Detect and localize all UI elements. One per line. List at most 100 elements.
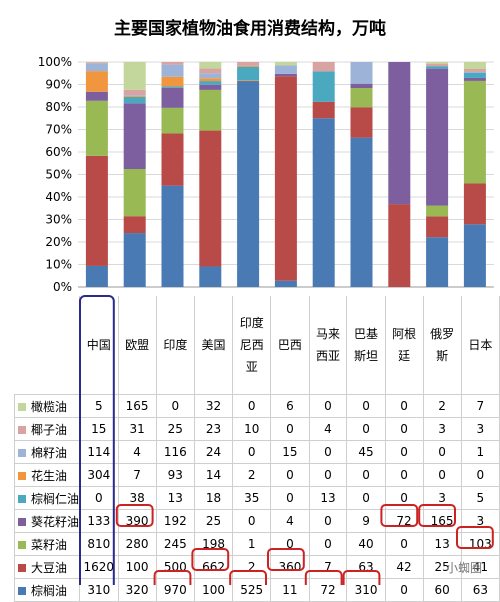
series-label: 棕榈油 xyxy=(15,579,80,602)
value-cell: 500 xyxy=(156,556,194,579)
bar-segment xyxy=(464,183,486,224)
value-cell: 0 xyxy=(271,533,309,556)
value-cell: 9 xyxy=(347,510,385,533)
bar-segment xyxy=(124,169,146,216)
legend-swatch xyxy=(18,541,26,549)
bar-segment xyxy=(464,224,486,287)
bar-segment xyxy=(124,233,146,287)
value-cell: 100 xyxy=(118,556,156,579)
value-cell: 525 xyxy=(233,579,271,602)
value-cell: 0 xyxy=(385,464,423,487)
bar-segment xyxy=(464,81,486,184)
value-cell: 1 xyxy=(233,533,271,556)
bar-segment xyxy=(351,88,373,107)
legend-swatch xyxy=(18,403,26,411)
value-cell: 2 xyxy=(233,556,271,579)
value-cell: 810 xyxy=(80,533,119,556)
table-corner xyxy=(15,296,80,395)
y-tick-label: 60% xyxy=(45,145,72,159)
bar-segment xyxy=(351,138,373,287)
value-cell: 40 xyxy=(347,533,385,556)
bar-segment xyxy=(162,77,184,87)
bar-segment xyxy=(426,216,448,237)
bar-segment xyxy=(162,65,184,77)
value-cell: 320 xyxy=(118,579,156,602)
y-tick-label: 70% xyxy=(45,123,72,137)
bar-segment xyxy=(124,216,146,233)
value-cell: 0 xyxy=(271,418,309,441)
bar-segment xyxy=(199,81,221,85)
value-cell: 38 xyxy=(118,487,156,510)
value-cell: 0 xyxy=(309,395,347,418)
series-label: 椰子油 xyxy=(15,418,80,441)
y-tick-label: 80% xyxy=(45,100,72,114)
value-cell: 0 xyxy=(233,395,271,418)
bar-segment xyxy=(275,74,297,76)
value-cell: 5 xyxy=(80,395,119,418)
value-cell: 7 xyxy=(309,556,347,579)
value-cell: 280 xyxy=(118,533,156,556)
legend-swatch xyxy=(18,495,26,503)
country-header: 马来西亚 xyxy=(309,296,347,395)
legend-swatch xyxy=(18,449,26,457)
bar-segment xyxy=(124,62,146,90)
value-cell: 0 xyxy=(461,464,499,487)
value-cell: 310 xyxy=(80,579,119,602)
bar-segment xyxy=(388,62,410,204)
value-cell: 35 xyxy=(233,487,271,510)
value-cell: 45 xyxy=(347,441,385,464)
bar-segment xyxy=(275,76,297,281)
series-label: 葵花籽油 xyxy=(15,510,80,533)
value-cell: 1620 xyxy=(80,556,119,579)
value-cell: 360 xyxy=(271,556,309,579)
value-cell: 3 xyxy=(461,510,499,533)
watermark: 小蜘圈 xyxy=(446,559,482,576)
bar-segment xyxy=(237,67,259,81)
bar-segment xyxy=(388,204,410,287)
value-cell: 5 xyxy=(461,487,499,510)
value-cell: 4 xyxy=(271,510,309,533)
bar-segment xyxy=(162,88,184,108)
bar-segment xyxy=(351,107,373,137)
value-cell: 0 xyxy=(309,441,347,464)
bar-segment xyxy=(464,72,486,73)
value-cell: 2 xyxy=(423,395,461,418)
bar-segment xyxy=(124,95,146,96)
country-header: 中国 xyxy=(80,296,119,395)
value-cell: 3 xyxy=(461,418,499,441)
value-cell: 0 xyxy=(233,510,271,533)
value-cell: 103 xyxy=(461,533,499,556)
bar-segment xyxy=(426,66,448,68)
country-header: 日本 xyxy=(461,296,499,395)
bar-segment xyxy=(86,62,108,63)
bar-segment xyxy=(351,84,373,88)
value-cell: 23 xyxy=(194,418,232,441)
value-cell: 0 xyxy=(156,395,194,418)
value-cell: 100 xyxy=(194,579,232,602)
value-cell: 0 xyxy=(385,395,423,418)
value-cell: 165 xyxy=(423,510,461,533)
bar-segment xyxy=(86,156,108,266)
value-cell: 63 xyxy=(461,579,499,602)
bar-segment xyxy=(162,108,184,134)
value-cell: 165 xyxy=(118,395,156,418)
country-header: 巴基斯坦 xyxy=(347,296,385,395)
value-cell: 3 xyxy=(423,487,461,510)
value-cell: 3 xyxy=(423,418,461,441)
bar-segment xyxy=(237,66,259,67)
value-cell: 18 xyxy=(194,487,232,510)
bar-segment xyxy=(124,96,146,97)
bar-segment xyxy=(199,131,221,267)
value-cell: 0 xyxy=(347,464,385,487)
y-tick-label: 90% xyxy=(45,78,72,92)
value-cell: 72 xyxy=(385,510,423,533)
value-cell: 42 xyxy=(385,556,423,579)
value-cell: 0 xyxy=(385,579,423,602)
value-cell: 13 xyxy=(423,533,461,556)
value-cell: 0 xyxy=(423,464,461,487)
bar-segment xyxy=(464,78,486,81)
country-header: 巴西 xyxy=(271,296,309,395)
